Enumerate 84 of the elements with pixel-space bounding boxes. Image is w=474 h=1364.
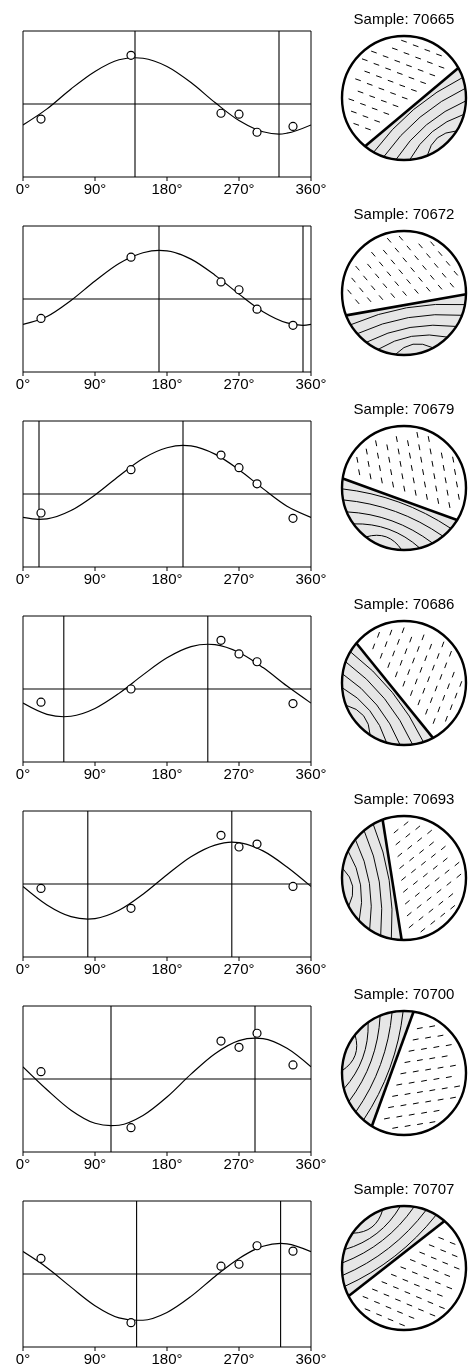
x-tick-label: 180° <box>151 1349 183 1364</box>
point <box>234 842 244 852</box>
point <box>36 883 46 893</box>
point <box>252 479 262 489</box>
text: Sample: 70693 <box>353 790 455 807</box>
x-tick-label: 180° <box>151 959 183 977</box>
x-tick-label: 360° <box>295 179 327 197</box>
point <box>252 304 262 314</box>
x-tick-label: 90° <box>83 1349 107 1364</box>
x-tick-label: 90° <box>83 179 107 197</box>
point <box>252 657 262 667</box>
text: Sample: 70686 <box>353 595 455 612</box>
point <box>216 830 226 840</box>
point <box>288 1060 298 1070</box>
x-tick-label: 180° <box>151 179 183 197</box>
x-tick-label: 270° <box>223 1349 255 1364</box>
point <box>126 684 136 694</box>
x-tick-label: 0° <box>15 1154 31 1172</box>
x-tick-label: 180° <box>151 1154 183 1172</box>
point <box>126 50 136 60</box>
point <box>126 1123 136 1133</box>
point <box>216 450 226 460</box>
x-tick-label: 270° <box>223 764 255 782</box>
x-tick-label: 0° <box>15 1349 31 1364</box>
point <box>234 1042 244 1052</box>
point <box>216 277 226 287</box>
x-tick-label: 90° <box>83 1154 107 1172</box>
point <box>234 649 244 659</box>
point <box>234 1259 244 1269</box>
x-tick-label: 90° <box>83 764 107 782</box>
x-tick-label: 180° <box>151 569 183 587</box>
x-tick-label: 0° <box>15 569 31 587</box>
x-tick-label: 90° <box>83 959 107 977</box>
point <box>216 1261 226 1271</box>
point <box>252 1241 262 1251</box>
point <box>36 1067 46 1077</box>
x-tick-label: 180° <box>151 764 183 782</box>
point <box>252 839 262 849</box>
point <box>36 697 46 707</box>
point <box>216 1036 226 1046</box>
text: Sample: 70700 <box>353 985 455 1002</box>
x-tick-label: 360° <box>295 374 327 392</box>
text: Sample: 70707 <box>353 1180 455 1197</box>
x-tick-label: 270° <box>223 179 255 197</box>
point <box>126 252 136 262</box>
point <box>288 881 298 892</box>
x-tick-label: 90° <box>83 374 107 392</box>
point <box>252 1028 262 1038</box>
x-tick-label: 0° <box>15 764 31 782</box>
x-tick-label: 360° <box>295 569 327 587</box>
point <box>288 699 298 709</box>
point <box>216 635 226 645</box>
x-tick-label: 0° <box>15 959 31 977</box>
x-tick-label: 360° <box>295 1349 327 1364</box>
x-tick-label: 270° <box>223 1154 255 1172</box>
point <box>234 109 244 119</box>
x-tick-label: 0° <box>15 374 31 392</box>
point <box>36 313 46 324</box>
point <box>126 465 136 475</box>
x-tick-label: 360° <box>295 764 327 782</box>
point <box>126 1318 136 1328</box>
point <box>36 508 46 518</box>
x-tick-label: 270° <box>223 569 255 587</box>
point <box>36 114 46 124</box>
point <box>288 1246 298 1256</box>
point <box>288 121 298 131</box>
point <box>288 513 298 523</box>
x-tick-label: 180° <box>151 374 183 392</box>
text: Sample: 70672 <box>353 205 455 222</box>
point <box>252 127 262 137</box>
x-tick-label: 0° <box>15 179 31 197</box>
point <box>288 320 298 330</box>
text: Sample: 70679 <box>353 400 455 417</box>
x-tick-label: 270° <box>223 374 255 392</box>
x-tick-label: 90° <box>83 569 107 587</box>
point <box>36 1253 46 1264</box>
point <box>234 463 244 473</box>
text: Sample: 70665 <box>353 10 455 27</box>
x-tick-label: 270° <box>223 959 255 977</box>
x-tick-label: 360° <box>295 959 327 977</box>
point <box>216 108 226 118</box>
point <box>234 285 244 295</box>
point <box>126 903 136 913</box>
x-tick-label: 360° <box>295 1154 327 1172</box>
